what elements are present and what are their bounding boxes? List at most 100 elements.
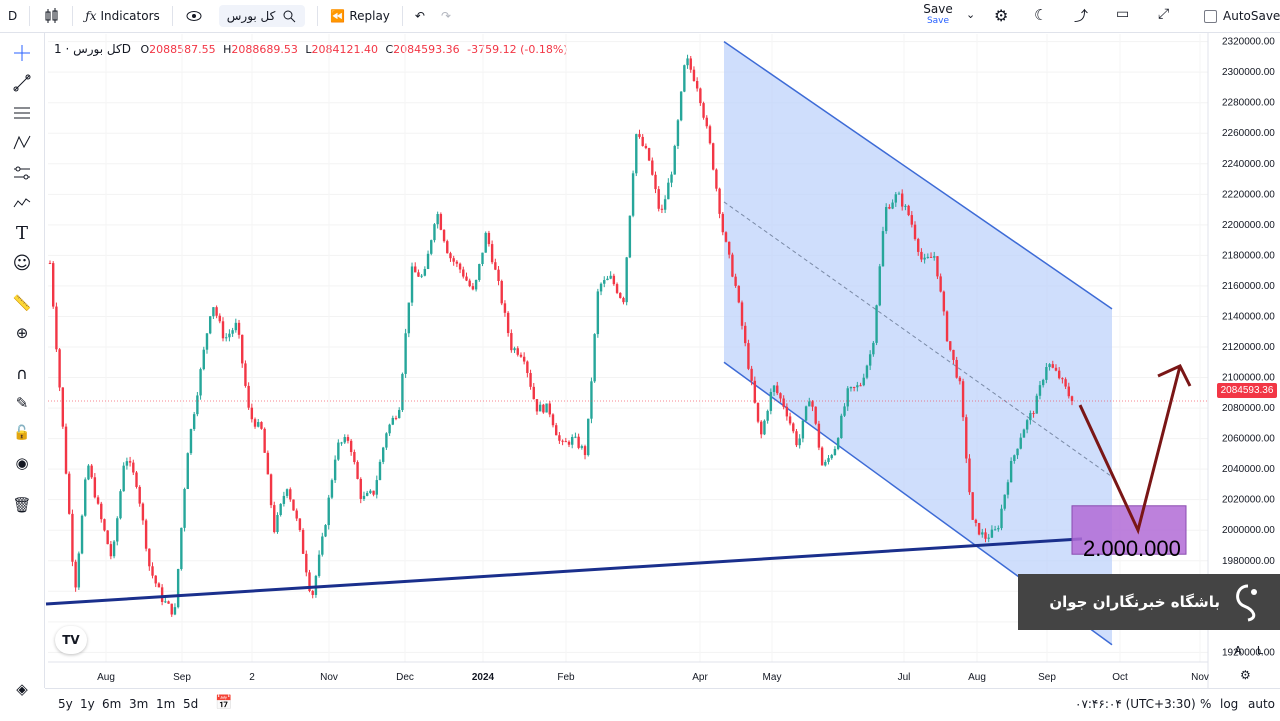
symbol-search[interactable]: کل بورس [218,5,306,27]
eye-icon [186,11,202,21]
eye-icon[interactable]: ◉ [15,454,29,472]
candle-body [74,561,77,588]
candle-body [968,458,971,493]
candle-body [84,479,87,516]
candle-body [462,269,465,277]
auto-scale-button[interactable]: A [1234,644,1242,657]
candle-body [763,420,766,435]
candle-body [196,395,199,415]
candle-body [526,361,529,374]
candle-body [414,266,417,273]
magnet-icon[interactable]: ∩ [16,363,28,383]
redo-button[interactable]: ↷ [433,0,459,32]
log-scale-button[interactable]: L [1256,644,1264,657]
gear-icon[interactable]: ⚙ [994,6,1009,25]
autosave-toggle[interactable]: AutoSave [1204,9,1280,23]
candle-body [872,342,875,355]
lock-icon[interactable]: 🔓 [13,425,31,441]
candle-body [654,174,657,190]
candle-body [631,173,635,216]
candle-body [125,461,129,466]
candle-body [651,160,654,175]
text-tool-icon[interactable]: T [15,222,28,244]
indicators-button[interactable]: ƒx Indicators [77,0,168,32]
settings-icon[interactable]: ⚙ [1240,668,1251,682]
undo-button[interactable]: ↶ [407,0,433,32]
chevron-down-icon[interactable]: ⌄ [966,8,976,21]
fullscreen-icon[interactable]: ⤢ [1158,6,1170,22]
range-1y[interactable]: 1y [80,697,95,711]
visibility-button[interactable] [177,0,211,32]
range-6m[interactable]: 6m [102,697,122,711]
candle-body [587,418,590,456]
share-icon[interactable]: ⤴ [1074,9,1088,25]
time-tick-label: Aug [968,672,986,683]
candle-body [308,572,311,591]
replay-button[interactable]: ⏪ Replay [322,0,398,32]
price-tick-label: 2100000.00 [1222,373,1275,384]
candle-body [208,316,212,334]
symbol-wrapper: کل بورس [211,0,314,32]
support-trendline [45,537,1083,606]
fib-retracement-icon[interactable] [10,101,34,125]
calendar-icon[interactable]: 📅 [215,695,233,711]
candle-body [625,257,628,303]
candle-body [93,477,97,498]
candle-body [148,548,151,567]
ruler-icon[interactable]: 📏 [12,294,32,312]
candle-body [824,461,827,466]
crosshair-icon[interactable] [10,41,34,65]
candle-body [1048,364,1051,368]
moon-icon[interactable]: ☾ [1034,6,1048,24]
candle-body [48,263,52,265]
candle-body [603,280,606,284]
price-tick-label: 2200000.00 [1222,220,1275,231]
layers-icon[interactable]: ◈ [16,680,28,698]
change-value: -3759.12 (-0.18%) [467,43,568,56]
candle-type-button[interactable] [34,0,68,32]
candle-body [279,503,282,515]
emoji-icon[interactable]: ☺ [12,252,32,274]
candle-body [305,553,308,573]
low-key: L [305,43,312,56]
candle-body [708,126,712,144]
brush-icon[interactable] [10,191,34,215]
log-toggle[interactable]: log [1220,697,1239,711]
tradingview-logo[interactable]: TV [55,626,87,654]
trendline-icon[interactable] [10,71,34,95]
candle-body [234,322,238,331]
candle-body [138,486,141,504]
candle-body [426,253,430,270]
candle-body [695,80,699,89]
clock-display[interactable]: ۰۷:۴۶:۰۴ (UTC+3:30) [1075,697,1196,711]
range-1m[interactable]: 1m [156,697,176,711]
range-3m[interactable]: 3m [129,697,149,711]
save-button[interactable]: Save Save [920,2,956,26]
projection-icon[interactable] [10,161,34,185]
percent-toggle[interactable]: % [1200,697,1212,711]
drawings [45,364,1208,606]
candle-body [554,425,558,436]
candle-body [128,461,132,463]
candle-body [244,363,247,386]
candle-body [782,398,785,407]
candle-body [1003,494,1006,509]
auto-toggle[interactable]: auto [1248,697,1276,711]
candle-body [692,69,696,81]
candle-body [542,404,545,413]
range-5d[interactable]: 5d [183,697,199,711]
candle-body [888,207,891,209]
candle-body [1064,379,1067,387]
pencil-lock-icon[interactable]: ✎ [15,394,29,412]
candle-body [103,519,106,531]
pattern-icon[interactable] [10,131,34,155]
trash-icon[interactable]: 🗑 [12,496,32,514]
candle-body [228,333,231,338]
candle-body [724,232,728,242]
candle-body [856,385,859,388]
interval-button[interactable]: D [0,0,25,32]
candle-body [452,258,455,262]
zoom-in-icon[interactable]: ⊕ [15,324,29,342]
snapshot-icon[interactable]: ▭ [1116,6,1130,22]
range-5y[interactable]: 5y [58,697,73,711]
